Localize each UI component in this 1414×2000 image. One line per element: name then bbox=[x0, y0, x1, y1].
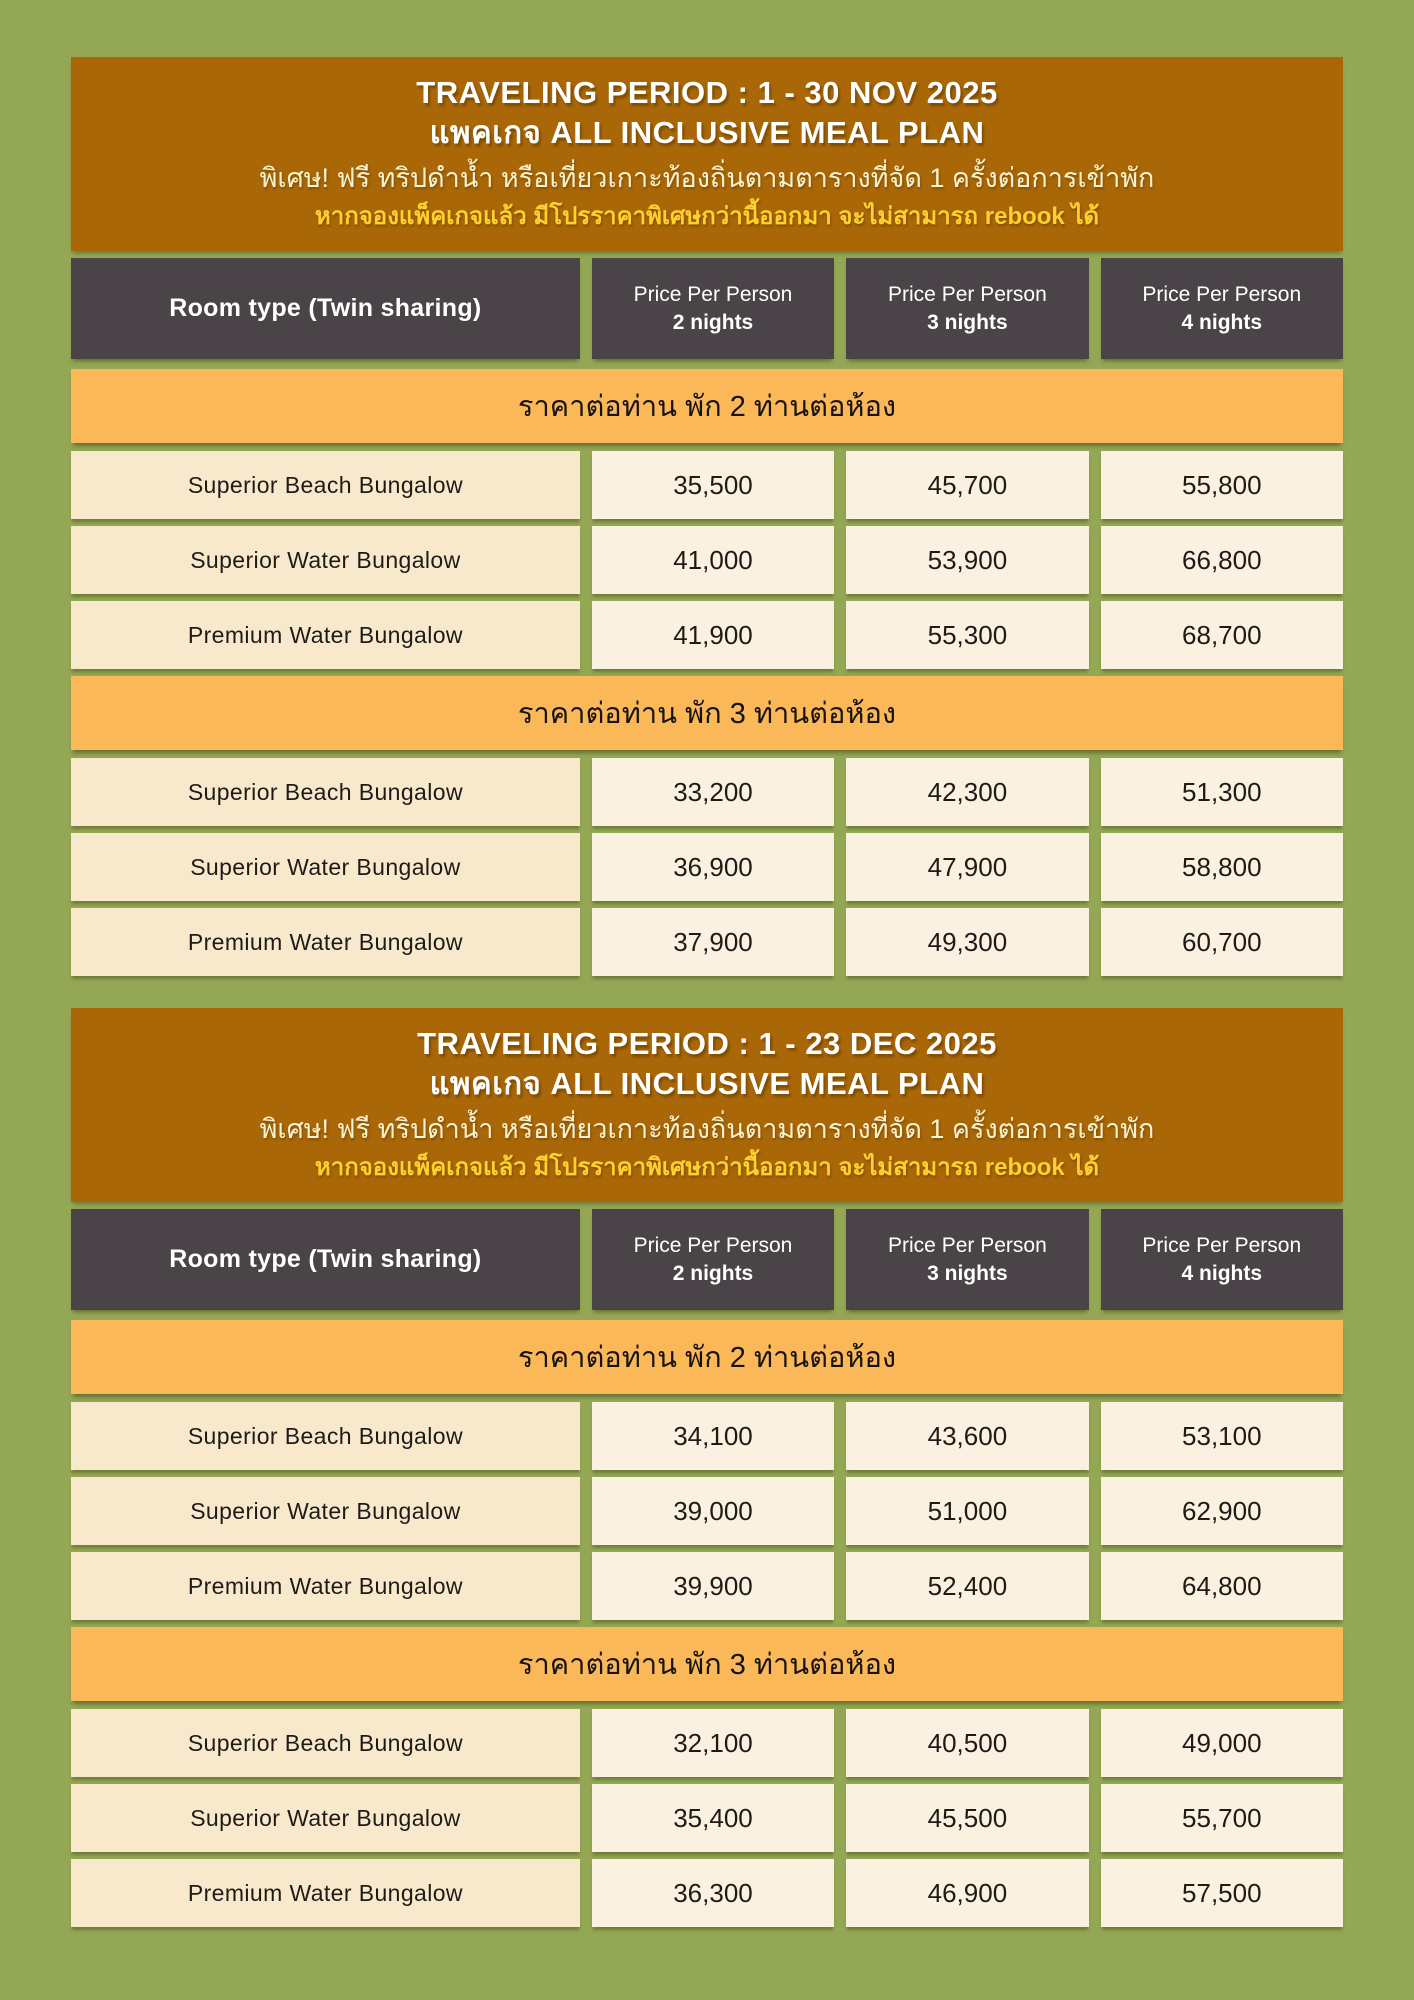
nights-label: 2 nights bbox=[672, 310, 754, 334]
price-2-nights: 35,400 bbox=[591, 1784, 835, 1852]
price-per-person-label: Price Per Person bbox=[633, 282, 793, 306]
price-3-nights: 47,900 bbox=[846, 833, 1089, 901]
price-3-nights: 53,900 bbox=[846, 526, 1089, 594]
price-3-nights: 43,600 bbox=[846, 1402, 1089, 1470]
price-4-nights: 49,000 bbox=[1100, 1709, 1343, 1777]
price-header-4-nights: Price Per Person 4 nights bbox=[1100, 258, 1343, 359]
price-4-nights: 64,800 bbox=[1100, 1552, 1343, 1620]
price-2-nights: 36,300 bbox=[591, 1859, 835, 1927]
price-4-nights: 66,800 bbox=[1100, 526, 1343, 594]
room-name: Premium Water Bungalow bbox=[71, 1552, 580, 1620]
traveling-period-title: TRAVELING PERIOD : 1 - 23 DEC 2025 bbox=[417, 1026, 997, 1061]
price-2-nights: 39,900 bbox=[591, 1552, 835, 1620]
price-4-nights: 62,900 bbox=[1100, 1477, 1343, 1545]
price-2-nights: 32,100 bbox=[591, 1709, 835, 1777]
room-type-header: Room type (Twin sharing) bbox=[71, 258, 580, 359]
price-4-nights: 57,500 bbox=[1100, 1859, 1343, 1927]
traveling-period-title: TRAVELING PERIOD : 1 - 30 NOV 2025 bbox=[416, 75, 998, 110]
price-per-person-label: Price Per Person bbox=[633, 1233, 793, 1257]
price-3-nights: 52,400 bbox=[846, 1552, 1089, 1620]
price-3-nights: 42,300 bbox=[846, 758, 1089, 826]
price-3-nights: 51,000 bbox=[846, 1477, 1089, 1545]
promo-text: พิเศษ! ฟรี ทริปดำน้ำ หรือเที่ยวเกาะท้องถ… bbox=[259, 163, 1155, 193]
price-header-2-nights: Price Per Person 2 nights bbox=[591, 1209, 835, 1310]
room-name: Superior Beach Bungalow bbox=[71, 1402, 580, 1470]
room-name: Superior Water Bungalow bbox=[71, 1477, 580, 1545]
room-type-header: Room type (Twin sharing) bbox=[71, 1209, 580, 1310]
occupancy-band-3-persons: ราคาต่อท่าน พัก 3 ท่านต่อห้อง bbox=[71, 676, 1343, 750]
price-4-nights: 53,100 bbox=[1100, 1402, 1343, 1470]
price-3-nights: 49,300 bbox=[846, 908, 1089, 976]
table-row: Superior Beach Bungalow 33,200 42,300 51… bbox=[71, 758, 1343, 826]
price-header-2-nights: Price Per Person 2 nights bbox=[591, 258, 835, 359]
table-row: Premium Water Bungalow 41,900 55,300 68,… bbox=[71, 601, 1343, 669]
price-2-nights: 41,000 bbox=[591, 526, 835, 594]
price-header-3-nights: Price Per Person 3 nights bbox=[846, 1209, 1089, 1310]
occupancy-band-3-persons: ราคาต่อท่าน พัก 3 ท่านต่อห้อง bbox=[71, 1627, 1343, 1701]
table-header-row: Room type (Twin sharing) Price Per Perso… bbox=[71, 258, 1343, 359]
room-name: Superior Beach Bungalow bbox=[71, 451, 580, 519]
price-3-nights: 45,500 bbox=[846, 1784, 1089, 1852]
price-2-nights: 34,100 bbox=[591, 1402, 835, 1470]
table-row: Superior Beach Bungalow 35,500 45,700 55… bbox=[71, 451, 1343, 519]
price-2-nights: 35,500 bbox=[591, 451, 835, 519]
price-3-nights: 55,300 bbox=[846, 601, 1089, 669]
room-name: Premium Water Bungalow bbox=[71, 1859, 580, 1927]
section-dec-2025: TRAVELING PERIOD : 1 - 23 DEC 2025 แพคเก… bbox=[71, 1008, 1343, 1927]
table-row: Premium Water Bungalow 37,900 49,300 60,… bbox=[71, 908, 1343, 976]
section-header-banner: TRAVELING PERIOD : 1 - 23 DEC 2025 แพคเก… bbox=[71, 1008, 1343, 1202]
promo-text: พิเศษ! ฟรี ทริปดำน้ำ หรือเที่ยวเกาะท้องถ… bbox=[259, 1114, 1155, 1144]
price-per-person-label: Price Per Person bbox=[888, 1233, 1047, 1257]
price-2-nights: 39,000 bbox=[591, 1477, 835, 1545]
table-row: Superior Beach Bungalow 32,100 40,500 49… bbox=[71, 1709, 1343, 1777]
price-2-nights: 36,900 bbox=[591, 833, 835, 901]
table-row: Premium Water Bungalow 36,300 46,900 57,… bbox=[71, 1859, 1343, 1927]
price-4-nights: 55,700 bbox=[1100, 1784, 1343, 1852]
section-header-banner: TRAVELING PERIOD : 1 - 30 NOV 2025 แพคเก… bbox=[71, 57, 1343, 251]
price-3-nights: 40,500 bbox=[846, 1709, 1089, 1777]
table-row: Superior Water Bungalow 41,000 53,900 66… bbox=[71, 526, 1343, 594]
nights-label: 3 nights bbox=[927, 310, 1008, 334]
price-2-nights: 37,900 bbox=[591, 908, 835, 976]
price-per-person-label: Price Per Person bbox=[888, 282, 1047, 306]
nights-label: 4 nights bbox=[1181, 310, 1263, 334]
nights-label: 3 nights bbox=[927, 1261, 1008, 1285]
price-per-person-label: Price Per Person bbox=[1142, 1233, 1302, 1257]
section-nov-2025: TRAVELING PERIOD : 1 - 30 NOV 2025 แพคเก… bbox=[71, 57, 1343, 976]
price-3-nights: 46,900 bbox=[846, 1859, 1089, 1927]
price-4-nights: 68,700 bbox=[1100, 601, 1343, 669]
occupancy-band-2-persons: ราคาต่อท่าน พัก 2 ท่านต่อห้อง bbox=[71, 1320, 1343, 1394]
room-name: Superior Beach Bungalow bbox=[71, 1709, 580, 1777]
room-name: Superior Water Bungalow bbox=[71, 1784, 580, 1852]
price-sheet: TRAVELING PERIOD : 1 - 30 NOV 2025 แพคเก… bbox=[71, 57, 1343, 1959]
table-row: Premium Water Bungalow 39,900 52,400 64,… bbox=[71, 1552, 1343, 1620]
rebook-warning-text: หากจองแพ็คเกจแล้ว มีโปรราคาพิเศษกว่านี้อ… bbox=[314, 203, 1100, 230]
price-2-nights: 33,200 bbox=[591, 758, 835, 826]
table-row: Superior Water Bungalow 36,900 47,900 58… bbox=[71, 833, 1343, 901]
price-4-nights: 60,700 bbox=[1100, 908, 1343, 976]
package-title: แพคเกจ ALL INCLUSIVE MEAL PLAN bbox=[429, 115, 985, 150]
price-header-3-nights: Price Per Person 3 nights bbox=[846, 258, 1089, 359]
price-3-nights: 45,700 bbox=[846, 451, 1089, 519]
table-header-row: Room type (Twin sharing) Price Per Perso… bbox=[71, 1209, 1343, 1310]
nights-label: 2 nights bbox=[672, 1261, 754, 1285]
package-title: แพคเกจ ALL INCLUSIVE MEAL PLAN bbox=[429, 1066, 985, 1101]
nights-label: 4 nights bbox=[1181, 1261, 1263, 1285]
room-name: Superior Water Bungalow bbox=[71, 526, 580, 594]
price-2-nights: 41,900 bbox=[591, 601, 835, 669]
price-4-nights: 55,800 bbox=[1100, 451, 1343, 519]
table-row: Superior Water Bungalow 35,400 45,500 55… bbox=[71, 1784, 1343, 1852]
price-4-nights: 58,800 bbox=[1100, 833, 1343, 901]
room-name: Premium Water Bungalow bbox=[71, 601, 580, 669]
room-name: Superior Beach Bungalow bbox=[71, 758, 580, 826]
price-per-person-label: Price Per Person bbox=[1142, 282, 1302, 306]
room-name: Premium Water Bungalow bbox=[71, 908, 580, 976]
rebook-warning-text: หากจองแพ็คเกจแล้ว มีโปรราคาพิเศษกว่านี้อ… bbox=[314, 1154, 1100, 1181]
table-row: Superior Beach Bungalow 34,100 43,600 53… bbox=[71, 1402, 1343, 1470]
price-4-nights: 51,300 bbox=[1100, 758, 1343, 826]
table-row: Superior Water Bungalow 39,000 51,000 62… bbox=[71, 1477, 1343, 1545]
occupancy-band-2-persons: ราคาต่อท่าน พัก 2 ท่านต่อห้อง bbox=[71, 369, 1343, 443]
room-name: Superior Water Bungalow bbox=[71, 833, 580, 901]
price-header-4-nights: Price Per Person 4 nights bbox=[1100, 1209, 1343, 1310]
